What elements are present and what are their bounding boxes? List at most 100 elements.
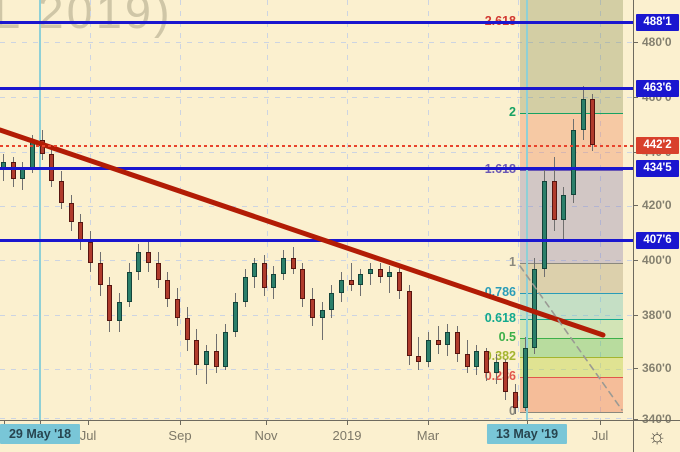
candle — [107, 285, 112, 321]
price-level-line[interactable] — [0, 87, 633, 90]
fib-anchor-vline[interactable] — [39, 0, 41, 420]
fib-level-label: 0.382 — [484, 349, 516, 363]
fib-band[interactable] — [520, 263, 623, 293]
candle — [378, 268, 383, 278]
time-anchor-badge: 29 May '18 — [0, 424, 81, 444]
grid-line-vertical — [428, 0, 429, 420]
chart-canvas[interactable]: L 2019) 2.61821.61810.7860.6180.50.3820.… — [0, 0, 633, 420]
price-tick-label: 360'0 — [642, 361, 672, 375]
fib-level-line[interactable] — [520, 377, 623, 378]
grid-line-horizontal — [0, 369, 633, 370]
fib-band[interactable] — [520, 338, 623, 357]
candle — [59, 181, 64, 204]
candle — [233, 301, 238, 332]
candle — [69, 203, 74, 223]
grid-line-vertical — [180, 0, 181, 420]
candle-wick — [351, 263, 352, 291]
fib-level-line[interactable] — [520, 113, 623, 114]
time-tick — [180, 421, 181, 425]
candle-wick — [322, 301, 323, 340]
grid-line-horizontal — [0, 315, 633, 316]
grid-line-horizontal — [0, 152, 633, 153]
candle — [252, 263, 257, 278]
candle — [175, 298, 180, 319]
time-tick — [527, 421, 528, 425]
candle — [204, 350, 209, 365]
fib-projection-dashed-line[interactable] — [519, 265, 623, 411]
settings-gear-icon[interactable]: ☼ — [647, 425, 667, 448]
grid-line-horizontal — [0, 42, 633, 43]
time-tick-label: Sep — [168, 428, 192, 443]
candle — [11, 162, 16, 179]
candle — [397, 271, 402, 291]
price-tick-label: 340'0 — [642, 412, 672, 426]
grid-line-vertical — [518, 0, 519, 420]
time-tick — [88, 421, 89, 425]
price-level-badge: 434'5 — [636, 159, 679, 177]
candle — [262, 263, 267, 288]
fib-level-label: 0.618 — [484, 311, 516, 325]
candle — [581, 99, 586, 130]
price-level-badge: 488'1 — [636, 13, 679, 31]
time-tick — [347, 421, 348, 425]
fib-level-label: 0 — [509, 404, 516, 418]
current-price-line — [0, 144, 633, 147]
candle — [88, 241, 93, 264]
candle — [407, 290, 412, 357]
candle — [146, 252, 151, 264]
candle — [474, 350, 479, 368]
candle — [513, 391, 518, 409]
candle — [416, 356, 421, 362]
price-tick — [634, 368, 638, 369]
time-anchor-badge: 13 May '19 — [486, 424, 568, 444]
candle — [329, 293, 334, 310]
time-tick-label: Nov — [254, 428, 278, 443]
candle — [165, 279, 170, 299]
candle — [484, 350, 489, 373]
candle — [136, 252, 141, 272]
price-level-line[interactable] — [0, 167, 633, 170]
candle — [117, 301, 122, 321]
grid-line-vertical — [600, 0, 601, 420]
candle — [552, 181, 557, 220]
axis-corner: ☼ — [633, 420, 680, 452]
price-level-badge: 407'6 — [636, 231, 679, 249]
time-tick — [266, 421, 267, 425]
fib-level-line[interactable] — [520, 412, 623, 413]
price-tick-label: 420'0 — [642, 198, 672, 212]
price-tick-label: 380'0 — [642, 308, 672, 322]
candle — [561, 195, 566, 220]
fib-band[interactable] — [520, 0, 623, 113]
drawings-layer — [0, 127, 623, 411]
price-level-line[interactable] — [0, 239, 633, 242]
price-tick — [634, 419, 638, 420]
fib-level-line[interactable] — [520, 357, 623, 358]
candle — [300, 268, 305, 299]
price-tick — [634, 260, 638, 261]
fib-level-line[interactable] — [520, 319, 623, 320]
candle — [320, 309, 325, 319]
candle — [445, 331, 450, 346]
fib-level-line[interactable] — [520, 293, 623, 294]
price-level-line[interactable] — [0, 21, 633, 24]
current-price-badge: 442'2 — [636, 137, 679, 154]
symbol-watermark: L 2019) — [0, 0, 173, 38]
fib-band[interactable] — [520, 357, 623, 377]
grid-line-horizontal — [0, 260, 633, 261]
price-tick-label: 400'0 — [642, 253, 672, 267]
fib-level-label: 2 — [509, 105, 516, 119]
candle — [358, 274, 363, 286]
price-axis[interactable]: 480'0460'0440'0420'0400'0380'0360'0340'0… — [633, 0, 680, 452]
candle — [387, 271, 392, 278]
fib-band[interactable] — [520, 377, 623, 412]
fib-level-line[interactable] — [520, 263, 623, 264]
candle — [310, 298, 315, 319]
fib-anchor-vline[interactable] — [526, 0, 528, 420]
candle — [291, 257, 296, 269]
trendline[interactable] — [0, 127, 606, 338]
price-tick-label: 480'0 — [642, 35, 672, 49]
candle — [223, 331, 228, 368]
candle — [271, 274, 276, 288]
price-tick — [634, 205, 638, 206]
